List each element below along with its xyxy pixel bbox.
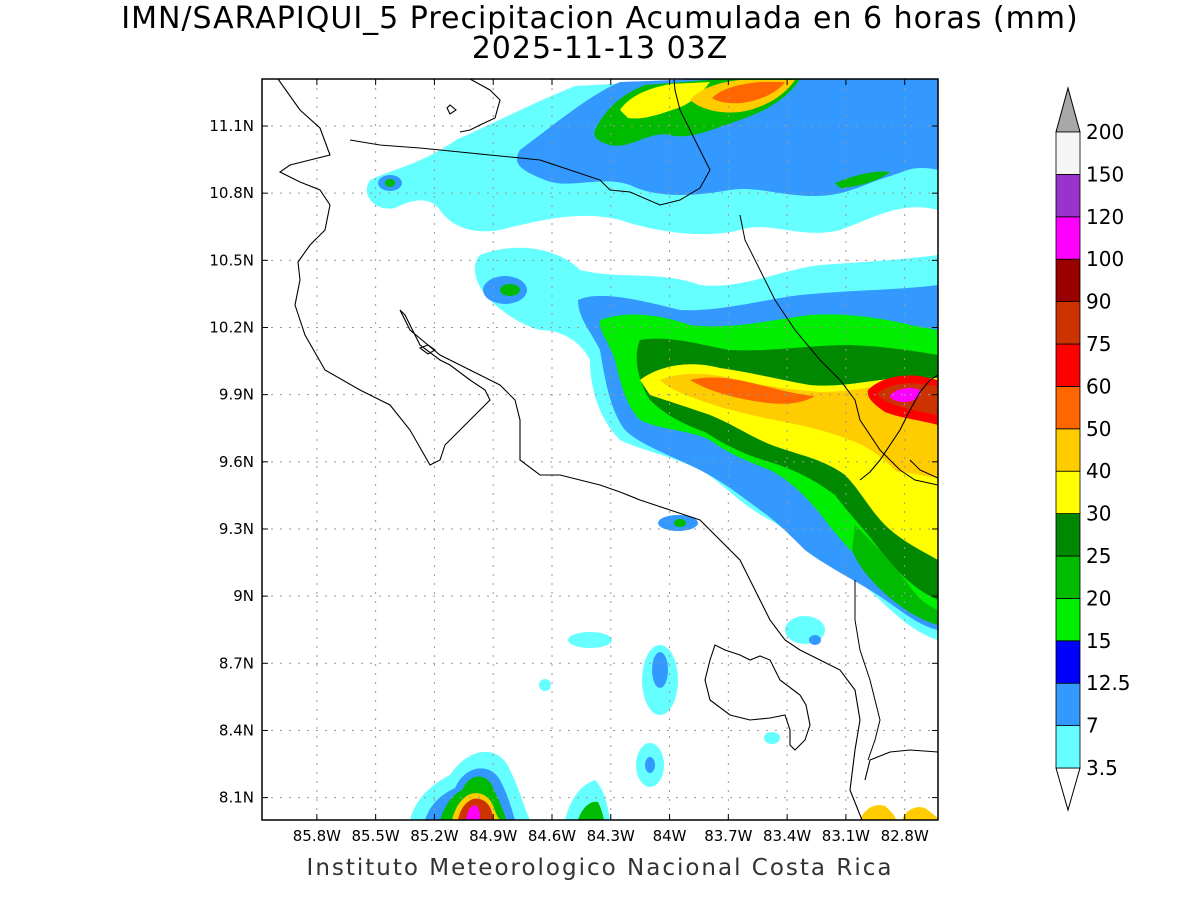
precip-cell-central-core bbox=[674, 519, 686, 527]
precip-main-redorange bbox=[690, 377, 815, 404]
border-cr-panama bbox=[739, 214, 938, 486]
x-tick-label: 85.2W bbox=[410, 827, 458, 845]
y-tick-label: 8.4N bbox=[219, 721, 254, 739]
precip-s-cell-green bbox=[578, 801, 604, 820]
colorbar-label: 75 bbox=[1086, 332, 1111, 356]
colorbar-label: 7 bbox=[1086, 714, 1099, 738]
colorbar-lower-cap bbox=[1055, 767, 1081, 812]
x-axis: 85.8W 85.5W 85.2W 84.9W 84.6W 84.3W 84W 83.7W 83… bbox=[293, 79, 929, 845]
colorbar-label: 100 bbox=[1086, 247, 1124, 271]
chart-title-line1: IMN/SARAPIQUI_5 Precipitacion Acumulada … bbox=[121, 1, 1079, 36]
colorbar-swatch bbox=[1055, 682, 1081, 727]
precip-cell-south4-core bbox=[645, 757, 655, 773]
colorbar: 3.5 7 12.5 15 20 25 30 40 50 60 75 90 100 120 150 200 bbox=[1055, 86, 1131, 812]
x-tick-label: 85.5W bbox=[352, 827, 400, 845]
colorbar-swatch bbox=[1055, 725, 1081, 769]
precip-north-core-yellow bbox=[620, 82, 710, 119]
colorbar-swatch bbox=[1055, 301, 1081, 345]
precip-cell-south6 bbox=[539, 679, 551, 691]
precip-sw-cell-magenta bbox=[466, 805, 480, 820]
colorbar-swatch bbox=[1055, 173, 1081, 218]
panama-coast bbox=[864, 749, 938, 781]
colorbar-label: 120 bbox=[1086, 205, 1124, 229]
colorbar-swatch bbox=[1055, 131, 1081, 175]
x-tick-label: 84W bbox=[653, 827, 687, 845]
colorbar-label: 25 bbox=[1086, 544, 1111, 568]
y-tick-label: 10.8N bbox=[209, 184, 254, 202]
colorbar-swatch bbox=[1055, 258, 1081, 303]
x-tick-label: 84.9W bbox=[469, 827, 517, 845]
y-tick-label: 8.7N bbox=[219, 654, 254, 672]
colorbar-label: 150 bbox=[1086, 162, 1124, 186]
colorbar-label: 90 bbox=[1086, 290, 1111, 314]
precip-se-cell2 bbox=[902, 807, 938, 820]
coastlines bbox=[277, 79, 938, 820]
precip-se-cell bbox=[860, 805, 896, 820]
y-tick-label: 9N bbox=[233, 587, 254, 605]
x-tick-label: 83.7W bbox=[704, 827, 752, 845]
precip-cell-nw-core bbox=[500, 284, 520, 296]
border-interior bbox=[909, 459, 938, 479]
colorbar-label: 20 bbox=[1086, 586, 1111, 610]
colorbar-label: 30 bbox=[1086, 502, 1111, 526]
nicaragua-coast bbox=[277, 79, 863, 820]
colorbar-upper-cap bbox=[1055, 86, 1081, 133]
precip-main-orange bbox=[660, 373, 938, 510]
footer-credit: Instituto Meteorologico Nacional Costa R… bbox=[306, 855, 894, 881]
precip-north-core-red bbox=[712, 82, 785, 104]
country-borders bbox=[349, 79, 938, 761]
colorbar-label: 50 bbox=[1086, 417, 1111, 441]
colorbar-label: 40 bbox=[1086, 459, 1111, 483]
precip-southeast-green bbox=[852, 525, 938, 625]
x-tick-label: 84.3W bbox=[587, 827, 635, 845]
x-tick-label: 83.4W bbox=[763, 827, 811, 845]
colorbar-label: 12.5 bbox=[1086, 671, 1131, 695]
colorbar-swatch bbox=[1055, 555, 1081, 599]
chart-title-line2: 2025-11-13 03Z bbox=[471, 31, 729, 66]
caribbean-coast bbox=[859, 374, 938, 481]
map-gridlines bbox=[262, 79, 938, 820]
map-frame bbox=[261, 78, 939, 821]
y-tick-label: 11.1N bbox=[209, 117, 254, 135]
y-tick-label: 10.5N bbox=[209, 251, 254, 269]
colorbar-swatch bbox=[1055, 513, 1081, 557]
y-tick-label: 8.1N bbox=[219, 789, 254, 807]
precipitation-field bbox=[366, 79, 938, 820]
colorbar-swatch bbox=[1055, 428, 1081, 472]
x-tick-label: 83.1W bbox=[822, 827, 870, 845]
y-tick-label: 10.2N bbox=[209, 318, 254, 336]
precip-southeast-yellow bbox=[859, 471, 938, 540]
north-coast bbox=[459, 79, 501, 133]
y-tick-label: 9.6N bbox=[219, 453, 254, 471]
precip-cell-south1-mid bbox=[652, 652, 668, 688]
border-cr-panama-south bbox=[854, 580, 881, 761]
precip-cell-south5 bbox=[764, 732, 780, 744]
osa-peninsula bbox=[704, 644, 811, 751]
colorbar-label: 60 bbox=[1086, 374, 1111, 398]
border-nicaragua-cr bbox=[349, 79, 711, 206]
colorbar-swatch bbox=[1055, 216, 1081, 260]
colorbar-label: 200 bbox=[1086, 120, 1124, 144]
precip-cell-south2 bbox=[568, 632, 612, 648]
nicoya-island bbox=[418, 344, 437, 355]
colorbar-swatch bbox=[1055, 640, 1081, 684]
precip-cell-south3-core bbox=[809, 635, 821, 645]
y-tick-label: 9.9N bbox=[219, 386, 254, 404]
colorbar-swatch bbox=[1055, 598, 1081, 642]
colorbar-label: 15 bbox=[1086, 629, 1111, 653]
precip-northeast-green bbox=[835, 171, 890, 188]
precip-cell-gulf-core bbox=[385, 179, 395, 187]
x-tick-label: 85.8W bbox=[293, 827, 341, 845]
x-tick-label: 84.6W bbox=[528, 827, 576, 845]
lake-nicaragua bbox=[446, 104, 457, 115]
y-axis: 11.1N 10.8N 10.5N 10.2N 9.9N 9.6N 9.3N 9N 8.7N 8.… bbox=[209, 117, 938, 807]
colorbar-label: 3.5 bbox=[1086, 756, 1118, 780]
x-tick-label: 82.8W bbox=[881, 827, 929, 845]
colorbar-swatch bbox=[1055, 470, 1081, 515]
colorbar-swatch bbox=[1055, 343, 1081, 387]
y-tick-label: 9.3N bbox=[219, 520, 254, 538]
colorbar-swatch bbox=[1055, 385, 1081, 430]
